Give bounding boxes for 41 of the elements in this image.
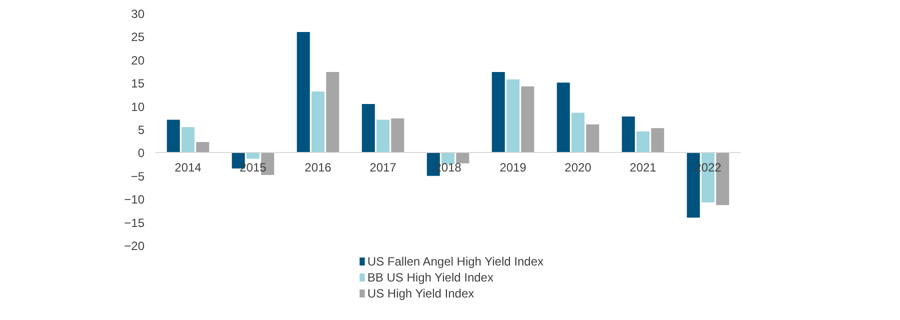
x-tick-label: 2014: [174, 160, 202, 175]
y-tick-label: 0: [138, 146, 145, 160]
legend-label: BB US High Yield Index: [367, 270, 494, 284]
bar: [296, 32, 310, 153]
bar: [182, 127, 194, 153]
y-tick-label: 10: [131, 100, 145, 114]
bar: [312, 91, 324, 153]
bar: [586, 124, 600, 153]
bar: [506, 79, 520, 153]
bar: [326, 72, 340, 153]
bar: [651, 128, 664, 153]
bar: [622, 116, 635, 153]
bar: [166, 120, 180, 153]
y-tick-label: −10: [124, 192, 145, 207]
y-tick-label: 15: [131, 76, 145, 91]
x-tick-label: 2017: [370, 160, 397, 175]
y-tick-label: 25: [131, 30, 145, 44]
bar: [572, 112, 584, 153]
y-tick-label: 20: [131, 53, 145, 68]
bar: [391, 118, 404, 153]
bar: [376, 120, 390, 153]
bar: [362, 104, 375, 153]
bar: [521, 86, 534, 153]
x-tick-label: 2020: [564, 160, 592, 175]
bar: [556, 82, 570, 153]
y-tick-label: 5: [138, 123, 145, 137]
bar: [636, 131, 650, 153]
y-tick-label: −15: [124, 216, 145, 230]
x-tick-label: 2016: [304, 160, 332, 175]
y-tick-label: −5: [130, 169, 145, 184]
y-tick-label: −20: [124, 239, 145, 253]
legend-label: US High Yield Index: [367, 286, 474, 300]
x-tick-label: 2019: [500, 160, 527, 175]
y-tick-label: 30: [131, 7, 145, 21]
legend-label: US Fallen Angel High Yield Index: [367, 254, 544, 268]
x-tick-label: 2021: [630, 160, 657, 175]
bar: [456, 152, 470, 164]
bar: [492, 72, 505, 153]
bar: [196, 142, 210, 153]
bar: [246, 152, 260, 159]
x-tick-label: 2015: [240, 160, 267, 175]
